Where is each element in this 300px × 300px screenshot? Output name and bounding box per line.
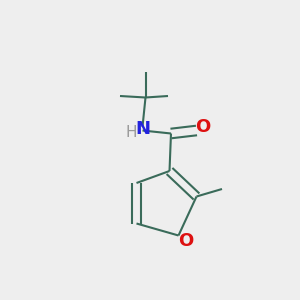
Text: O: O bbox=[178, 232, 194, 250]
Text: N: N bbox=[135, 120, 150, 138]
Text: H: H bbox=[125, 125, 137, 140]
Text: O: O bbox=[196, 118, 211, 136]
